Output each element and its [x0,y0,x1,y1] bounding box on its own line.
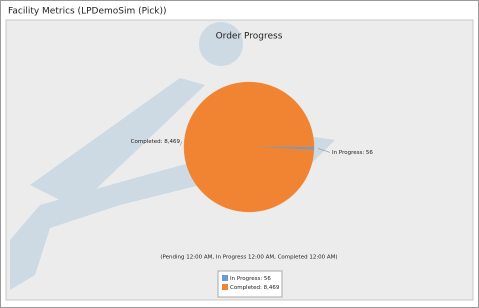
data-label: In Progress: 56 [332,150,373,156]
chart-title: Order Progress [216,32,283,42]
legend-swatch [222,284,228,290]
legend-label: In Progress: 56 [230,276,271,282]
legend-swatch [222,275,228,281]
chart-subtitle: (Pending 12:00 AM, In Progress 12:00 AM,… [160,255,337,261]
pie-slice [184,82,314,212]
data-label: Completed: 8,469 [131,139,181,145]
panel: Facility Metrics (LPDemoSim (Pick)) Orde… [0,0,479,308]
figure-head [199,22,243,66]
legend-label: Completed: 8,469 [230,285,280,291]
panel-title: Facility Metrics (LPDemoSim (Pick)) [8,7,167,17]
page: Facility Metrics (LPDemoSim (Pick)) Orde… [0,0,479,308]
